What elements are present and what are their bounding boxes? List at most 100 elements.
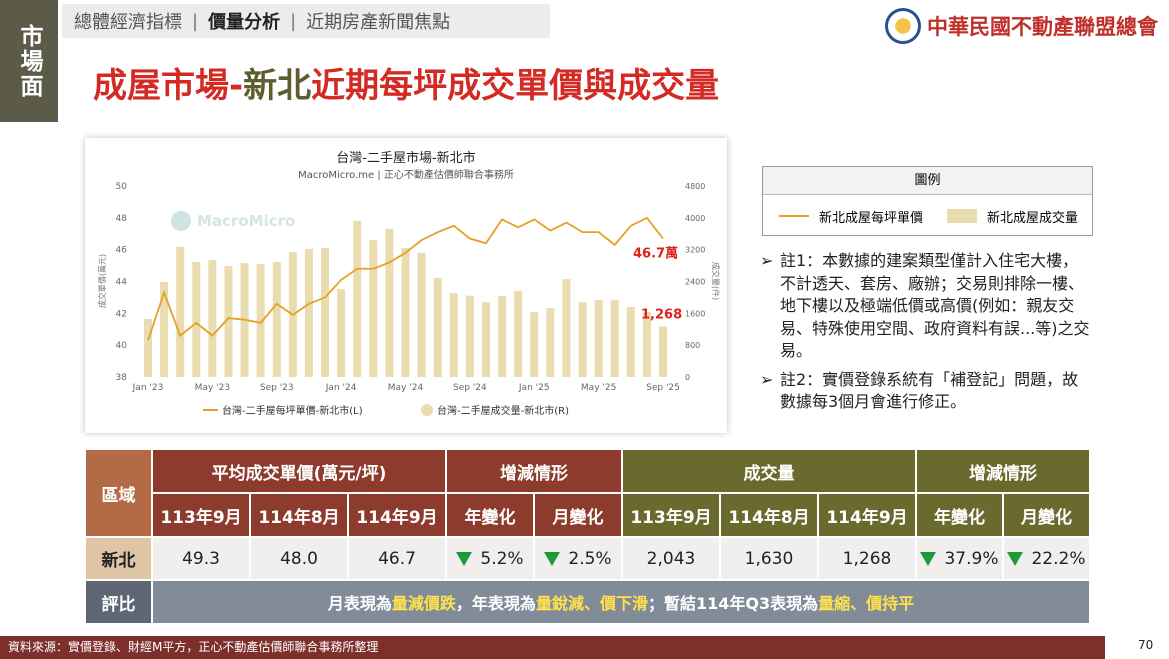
line xyxy=(147,216,664,341)
y-tick-label: 38 xyxy=(116,373,128,383)
y2-tick-label: 800 xyxy=(685,341,700,350)
legend-swatch xyxy=(421,404,433,416)
cell-text: 成交量 xyxy=(743,463,795,484)
cell-text: 2.5% xyxy=(568,548,612,569)
table-cell: 113年9月 xyxy=(622,493,720,537)
x-tick-label: Sep '25 xyxy=(646,383,680,393)
cell-text: 114年9月 xyxy=(356,507,438,528)
cell-text: 新北 xyxy=(101,551,136,571)
bar xyxy=(530,312,539,377)
table-cell: 113年9月 xyxy=(152,493,250,537)
cell-text: 平均成交單價(萬元/坪) xyxy=(211,463,387,484)
tabs: 總體經濟指標 | 價量分析 | 近期房產新聞焦點 xyxy=(62,4,550,38)
bar xyxy=(659,326,667,377)
cell-text: 114年8月 xyxy=(728,507,810,528)
summary-text: 量減價跌 xyxy=(391,594,456,613)
x-tick-label: May '24 xyxy=(388,383,424,393)
y-tick-label: 44 xyxy=(116,278,128,288)
bar xyxy=(626,306,635,377)
note: 註2：實價登錄系統有「補登記」問題，故數據每3個月會進行修正。 xyxy=(780,369,1079,412)
bar xyxy=(610,299,619,377)
cell-text: 區域 xyxy=(101,485,136,506)
table-cell: 5.2% xyxy=(446,537,534,580)
note: 註1：本數據的建案類型僅計入住宅大樓，不計透天、套房、廠辦；交易則排除一樓、地下… xyxy=(780,251,1090,360)
y2-tick-label: 3200 xyxy=(685,246,705,255)
y2-axis-label: 成交量(件) xyxy=(711,262,721,300)
cell-text: 1,630 xyxy=(744,548,794,569)
bar xyxy=(304,248,313,377)
y-axis-label: 成交單價(萬元) xyxy=(97,254,107,308)
legend-box: 圖例 新北成屋每坪單價 新北成屋成交量 xyxy=(762,166,1093,236)
x-tick-label: Jan '23 xyxy=(132,383,164,393)
table-cell: 48.0 xyxy=(250,537,348,580)
bar xyxy=(433,277,442,377)
y-tick-label: 40 xyxy=(116,341,128,351)
cell-text: 114年8月 xyxy=(258,507,340,528)
summary-text: 月表現為 xyxy=(327,594,392,613)
legend-title: 圖例 xyxy=(763,167,1092,195)
bar xyxy=(578,302,587,377)
bar xyxy=(160,281,169,377)
x-tick-label: Sep '24 xyxy=(453,383,487,393)
logo: 中華民國不動產聯盟總會 xyxy=(885,8,1158,44)
y-tick-label: 48 xyxy=(116,214,128,224)
bar xyxy=(546,308,555,377)
bar xyxy=(514,291,523,377)
cell-text: 2,043 xyxy=(646,548,696,569)
bar xyxy=(481,302,490,377)
legend-label: 新北成屋每坪單價 xyxy=(819,210,924,226)
table-cell: 新北 xyxy=(85,537,152,580)
cell-text: 114年9月 xyxy=(826,507,908,528)
y2-tick-label: 4800 xyxy=(685,182,705,191)
table-cell: 46.7 xyxy=(348,537,446,580)
table-cell: 114年9月 xyxy=(818,493,916,537)
tab[interactable]: 近期房產新聞焦點 xyxy=(306,12,451,33)
summary-text: 量縮、價持平 xyxy=(818,594,915,613)
bar xyxy=(401,248,410,377)
cell-text: 37.9% xyxy=(944,548,999,569)
table-cell: 月變化 xyxy=(1003,493,1090,537)
table-cell: 月變化 xyxy=(534,493,622,537)
annotation: 46.7萬 xyxy=(633,246,678,262)
table-cell: 增減情形 xyxy=(446,449,622,493)
table-cell: 114年9月 xyxy=(348,493,446,537)
table-cell: 成交量 xyxy=(622,449,916,493)
logo-text: 中華民國不動產聯盟總會 xyxy=(927,14,1158,39)
title-part: 成屋市場- xyxy=(93,66,244,106)
y-tick-label: 50 xyxy=(116,182,128,192)
bar xyxy=(337,289,346,377)
summary-text: ；暫結114年Q3表現為 xyxy=(647,594,819,613)
cell-text: 22.2% xyxy=(1031,548,1086,569)
x-tick-label: May '25 xyxy=(581,383,616,393)
bar xyxy=(417,252,426,377)
y2-tick-label: 0 xyxy=(685,373,690,382)
bar xyxy=(498,295,507,377)
annotation: 1,268 xyxy=(641,308,682,323)
chart-subtitle: MacroMicro.me | 正心不動產估價師聯合事務所 xyxy=(298,168,514,181)
sidebar: 市場面 xyxy=(0,0,58,122)
tab[interactable]: 價量分析 xyxy=(208,12,281,33)
cell-text: 113年9月 xyxy=(160,507,242,528)
bar xyxy=(192,262,201,377)
y2-tick-label: 4000 xyxy=(685,214,705,223)
table-cell: 1,630 xyxy=(720,537,818,580)
bar xyxy=(465,295,474,377)
watermark-icon xyxy=(171,211,191,231)
table-cell: 114年8月 xyxy=(720,493,818,537)
notes: ➢ 註1：本數據的建案類型僅計入住宅大樓，不計透天、套房、廠辦；交易則排除一樓、地… xyxy=(760,250,1094,420)
cell-text: 月變化 xyxy=(552,507,604,528)
table-cell: 平均成交單價(萬元/坪) xyxy=(152,449,446,493)
x-tick-label: May '23 xyxy=(195,383,230,393)
bar xyxy=(144,318,152,377)
bar xyxy=(562,279,571,377)
cell-text: 年變化 xyxy=(934,507,985,528)
legend-label: 台灣-二手屋每坪單價-新北市(L) xyxy=(222,404,363,417)
bar xyxy=(353,221,362,377)
tab[interactable]: 總體經濟指標 xyxy=(74,12,182,33)
bar xyxy=(208,260,217,377)
footer: 資料來源：實價登錄、財經M平方，正心不動產估價師聯合事務所整理 xyxy=(0,636,1105,659)
bar xyxy=(176,246,185,377)
cell-text: 46.7 xyxy=(378,548,416,569)
cell-text: 1,268 xyxy=(842,548,892,569)
